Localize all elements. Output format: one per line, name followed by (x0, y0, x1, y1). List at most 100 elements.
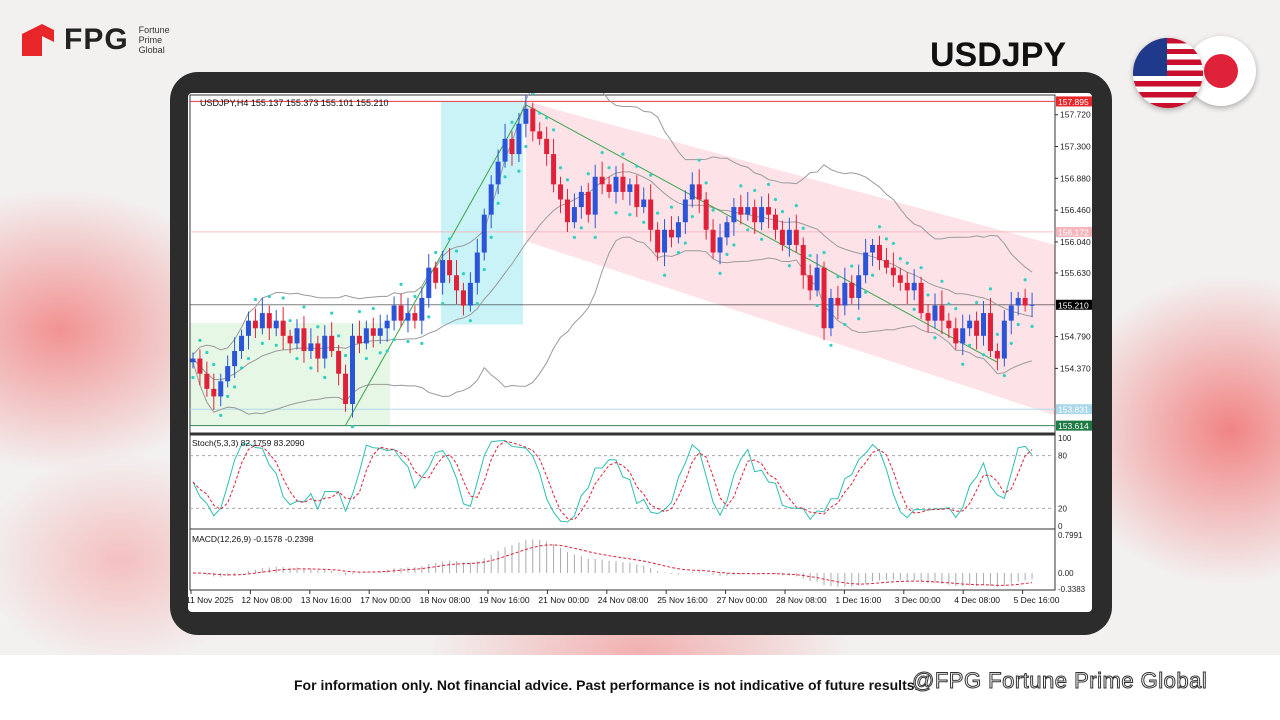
sar-dot (295, 356, 299, 361)
sar-dot (593, 235, 597, 239)
date-label: 5 Dec 16:00 (1014, 595, 1060, 605)
sar-dot (447, 237, 452, 241)
sar-dot (628, 213, 632, 217)
sar-dot (919, 266, 923, 270)
candle (856, 275, 862, 298)
sar-dot (947, 302, 951, 306)
candle (197, 358, 203, 374)
sar-dot (219, 413, 223, 417)
disclaimer: For information only. Not financial advi… (294, 677, 919, 693)
candle (308, 343, 314, 351)
candle (717, 237, 723, 253)
candle (460, 290, 466, 306)
sar-dot (926, 293, 930, 297)
candle (883, 260, 889, 268)
candle (662, 229, 668, 253)
sar-dot (642, 220, 646, 224)
sar-dot (1009, 341, 1013, 345)
candle (467, 282, 473, 306)
candle (981, 313, 987, 336)
candle (356, 335, 362, 344)
candle (412, 313, 418, 321)
price-tick: 154.370 (1060, 363, 1091, 373)
candle (218, 381, 224, 397)
sar-dot (364, 356, 368, 361)
candle (641, 199, 647, 208)
candle (987, 313, 993, 351)
sar-dot (343, 353, 348, 358)
sar-dot (1016, 322, 1020, 327)
candle (273, 320, 279, 329)
candle (516, 123, 522, 155)
candle (890, 267, 896, 276)
candle (232, 350, 238, 367)
sar-dot (787, 264, 791, 268)
candle (211, 388, 217, 397)
candle (343, 373, 349, 404)
sar-dot (912, 307, 916, 311)
candle (877, 244, 883, 261)
sar-dot (870, 273, 875, 277)
candle (564, 199, 570, 223)
stoch-tick: 20 (1058, 504, 1067, 513)
candle (377, 328, 383, 336)
candle (301, 328, 307, 351)
candle (1029, 304, 1035, 306)
sar-dot (1023, 278, 1027, 282)
candle (689, 184, 695, 200)
candle (523, 108, 529, 124)
fpg-logo: FPG Fortune Prime Global (18, 20, 170, 60)
price-tick: 156.880 (1060, 173, 1091, 183)
sar-dot (836, 275, 840, 279)
candle (190, 358, 196, 363)
candle (474, 252, 480, 283)
sar-dot (503, 175, 507, 179)
level-label: 155.210 (1058, 300, 1089, 310)
sar-dot (995, 332, 999, 336)
candle (454, 275, 460, 291)
date-label: 24 Nov 08:00 (598, 595, 649, 605)
level-badge (1056, 226, 1092, 237)
date-label: 3 Dec 00:00 (895, 595, 941, 605)
sar-dot (676, 250, 681, 255)
sar-dot (988, 287, 993, 291)
sar-dot (829, 343, 833, 347)
sar-dot (843, 322, 847, 327)
candle (592, 176, 598, 215)
stoch-k-line (192, 440, 1033, 523)
candle (634, 184, 640, 208)
candle (440, 260, 446, 283)
sar-dot (780, 210, 785, 214)
candle (363, 328, 369, 344)
candle (897, 275, 903, 283)
candle (911, 282, 917, 291)
candle (426, 267, 432, 298)
level-label: 153.831 (1058, 405, 1089, 415)
candle (370, 328, 376, 336)
candle (870, 244, 876, 253)
sar-dot (905, 261, 909, 265)
sar-dot (385, 349, 389, 353)
candle (842, 282, 848, 306)
candle (821, 267, 827, 329)
sar-dot (406, 339, 410, 344)
sar-dot (656, 211, 660, 215)
candle (814, 267, 820, 291)
sar-dot (246, 356, 251, 361)
sar-dot (635, 164, 639, 168)
sar-dot (766, 182, 771, 186)
sar-dot (413, 294, 417, 299)
candle (558, 184, 564, 200)
sar-dot (538, 111, 542, 115)
sar-dot (773, 197, 778, 202)
candle (745, 207, 751, 215)
sar-dot (399, 282, 403, 286)
candle (1001, 320, 1007, 359)
bollinger-band-l (192, 236, 1033, 415)
date-label: 27 Nov 00:00 (717, 595, 768, 605)
candle (509, 138, 515, 155)
sar-dot (510, 120, 514, 124)
candle (384, 320, 390, 329)
price-chart[interactable]: 157.895 156.172 155.210 153.831 153.614 157.7… (188, 93, 1092, 612)
candle (551, 154, 557, 185)
